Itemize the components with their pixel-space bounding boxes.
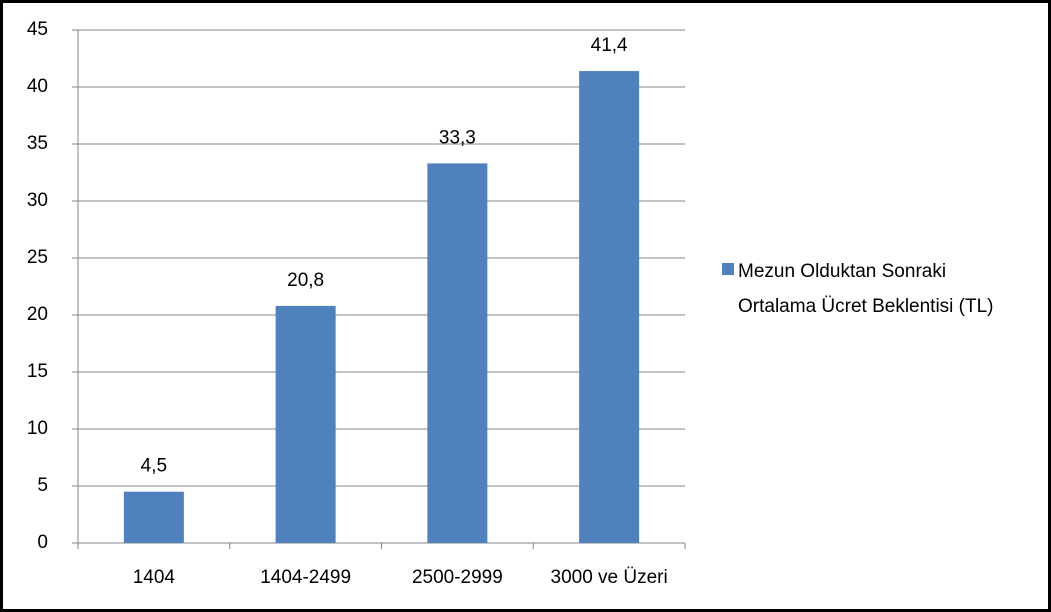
x-tick-label: 2500-2999 [412, 567, 503, 588]
x-tick-label: 3000 ve Üzeri [551, 567, 668, 588]
bar [275, 305, 336, 543]
legend-label: Mezun Olduktan Sonraki Ortalama Ücret Be… [738, 261, 994, 317]
legend: Mezun Olduktan Sonraki Ortalama Ücret Be… [722, 256, 1003, 324]
data-label: 33,3 [439, 127, 476, 148]
bar [427, 163, 488, 543]
y-tick-label: 5 [37, 475, 48, 496]
y-tick-label: 25 [27, 247, 48, 268]
y-tick-label: 35 [27, 133, 48, 154]
bar [579, 71, 640, 543]
x-tick-label: 1404-2499 [260, 567, 351, 588]
y-tick-label: 40 [27, 76, 48, 97]
x-tick-label: 1404 [133, 567, 176, 588]
y-tick-label: 15 [27, 361, 48, 382]
data-label: 4,5 [141, 456, 167, 477]
y-tick-label: 0 [37, 532, 48, 553]
bar [123, 491, 184, 543]
legend-key [722, 263, 734, 275]
y-tick-label: 10 [27, 418, 48, 439]
y-tick-label: 45 [27, 19, 48, 40]
y-tick-label: 20 [27, 304, 48, 325]
y-tick-label: 30 [27, 190, 48, 211]
data-label: 41,4 [591, 35, 628, 56]
data-label: 20,8 [287, 270, 324, 291]
